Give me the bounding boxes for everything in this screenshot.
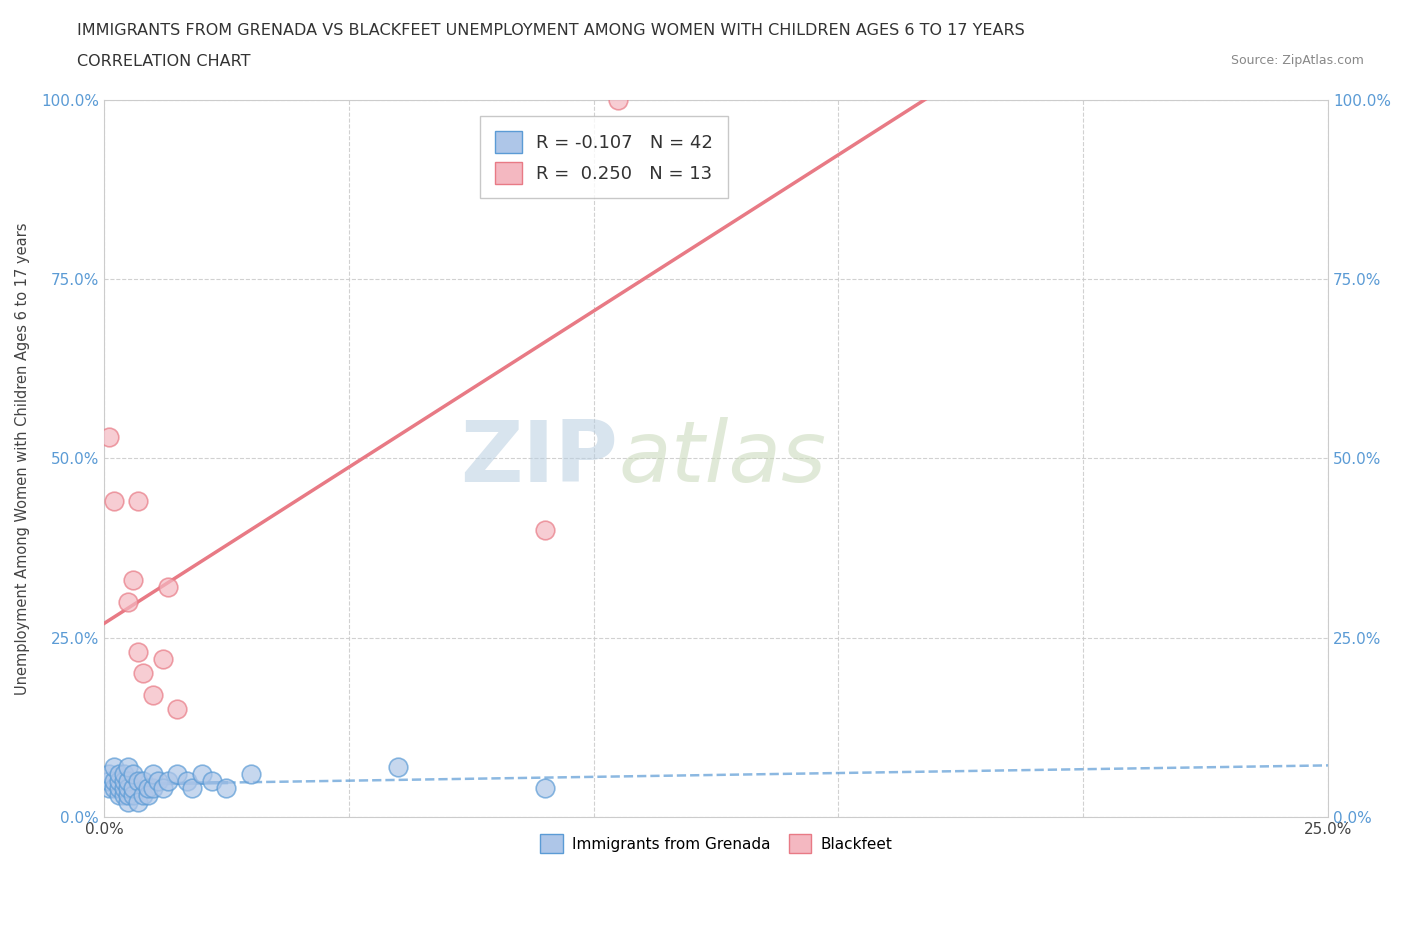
Point xyxy=(132,666,155,681)
Point xyxy=(103,774,125,789)
Text: CORRELATION CHART: CORRELATION CHART xyxy=(77,54,250,69)
Point xyxy=(533,523,555,538)
Point xyxy=(117,594,139,609)
Text: Source: ZipAtlas.com: Source: ZipAtlas.com xyxy=(1230,54,1364,67)
Point xyxy=(117,759,139,774)
Point xyxy=(122,573,145,588)
Point xyxy=(122,788,145,803)
Point xyxy=(215,780,238,795)
Text: atlas: atlas xyxy=(619,417,827,500)
Point xyxy=(122,780,145,795)
Point xyxy=(191,766,214,781)
Legend: Immigrants from Grenada, Blackfeet: Immigrants from Grenada, Blackfeet xyxy=(533,829,898,859)
Point xyxy=(201,774,224,789)
Point xyxy=(166,702,188,717)
Point xyxy=(142,687,165,702)
Point xyxy=(107,788,129,803)
Point xyxy=(97,430,120,445)
Point xyxy=(533,780,555,795)
Point xyxy=(117,788,139,803)
Point xyxy=(136,788,159,803)
Point xyxy=(97,766,120,781)
Point xyxy=(127,774,149,789)
Point xyxy=(127,644,149,659)
Point xyxy=(112,788,135,803)
Point xyxy=(127,494,149,509)
Point xyxy=(103,759,125,774)
Point xyxy=(107,766,129,781)
Point xyxy=(142,780,165,795)
Point xyxy=(132,774,155,789)
Point xyxy=(97,774,120,789)
Point xyxy=(132,788,155,803)
Point xyxy=(103,780,125,795)
Text: IMMIGRANTS FROM GRENADA VS BLACKFEET UNEMPLOYMENT AMONG WOMEN WITH CHILDREN AGES: IMMIGRANTS FROM GRENADA VS BLACKFEET UNE… xyxy=(77,23,1025,38)
Point xyxy=(117,774,139,789)
Point xyxy=(112,774,135,789)
Point xyxy=(117,780,139,795)
Point xyxy=(607,93,630,108)
Point xyxy=(152,780,174,795)
Point xyxy=(122,766,145,781)
Point xyxy=(127,795,149,810)
Point xyxy=(97,780,120,795)
Point xyxy=(146,774,169,789)
Point xyxy=(166,766,188,781)
Point xyxy=(239,766,262,781)
Point xyxy=(107,774,129,789)
Point xyxy=(117,795,139,810)
Text: ZIP: ZIP xyxy=(460,417,619,500)
Y-axis label: Unemployment Among Women with Children Ages 6 to 17 years: Unemployment Among Women with Children A… xyxy=(15,222,30,695)
Point xyxy=(112,766,135,781)
Point xyxy=(152,652,174,667)
Point xyxy=(181,780,204,795)
Point xyxy=(156,580,179,595)
Point xyxy=(107,780,129,795)
Point xyxy=(142,766,165,781)
Point xyxy=(136,780,159,795)
Point xyxy=(156,774,179,789)
Point xyxy=(112,780,135,795)
Point xyxy=(387,759,409,774)
Point xyxy=(176,774,198,789)
Point xyxy=(103,494,125,509)
